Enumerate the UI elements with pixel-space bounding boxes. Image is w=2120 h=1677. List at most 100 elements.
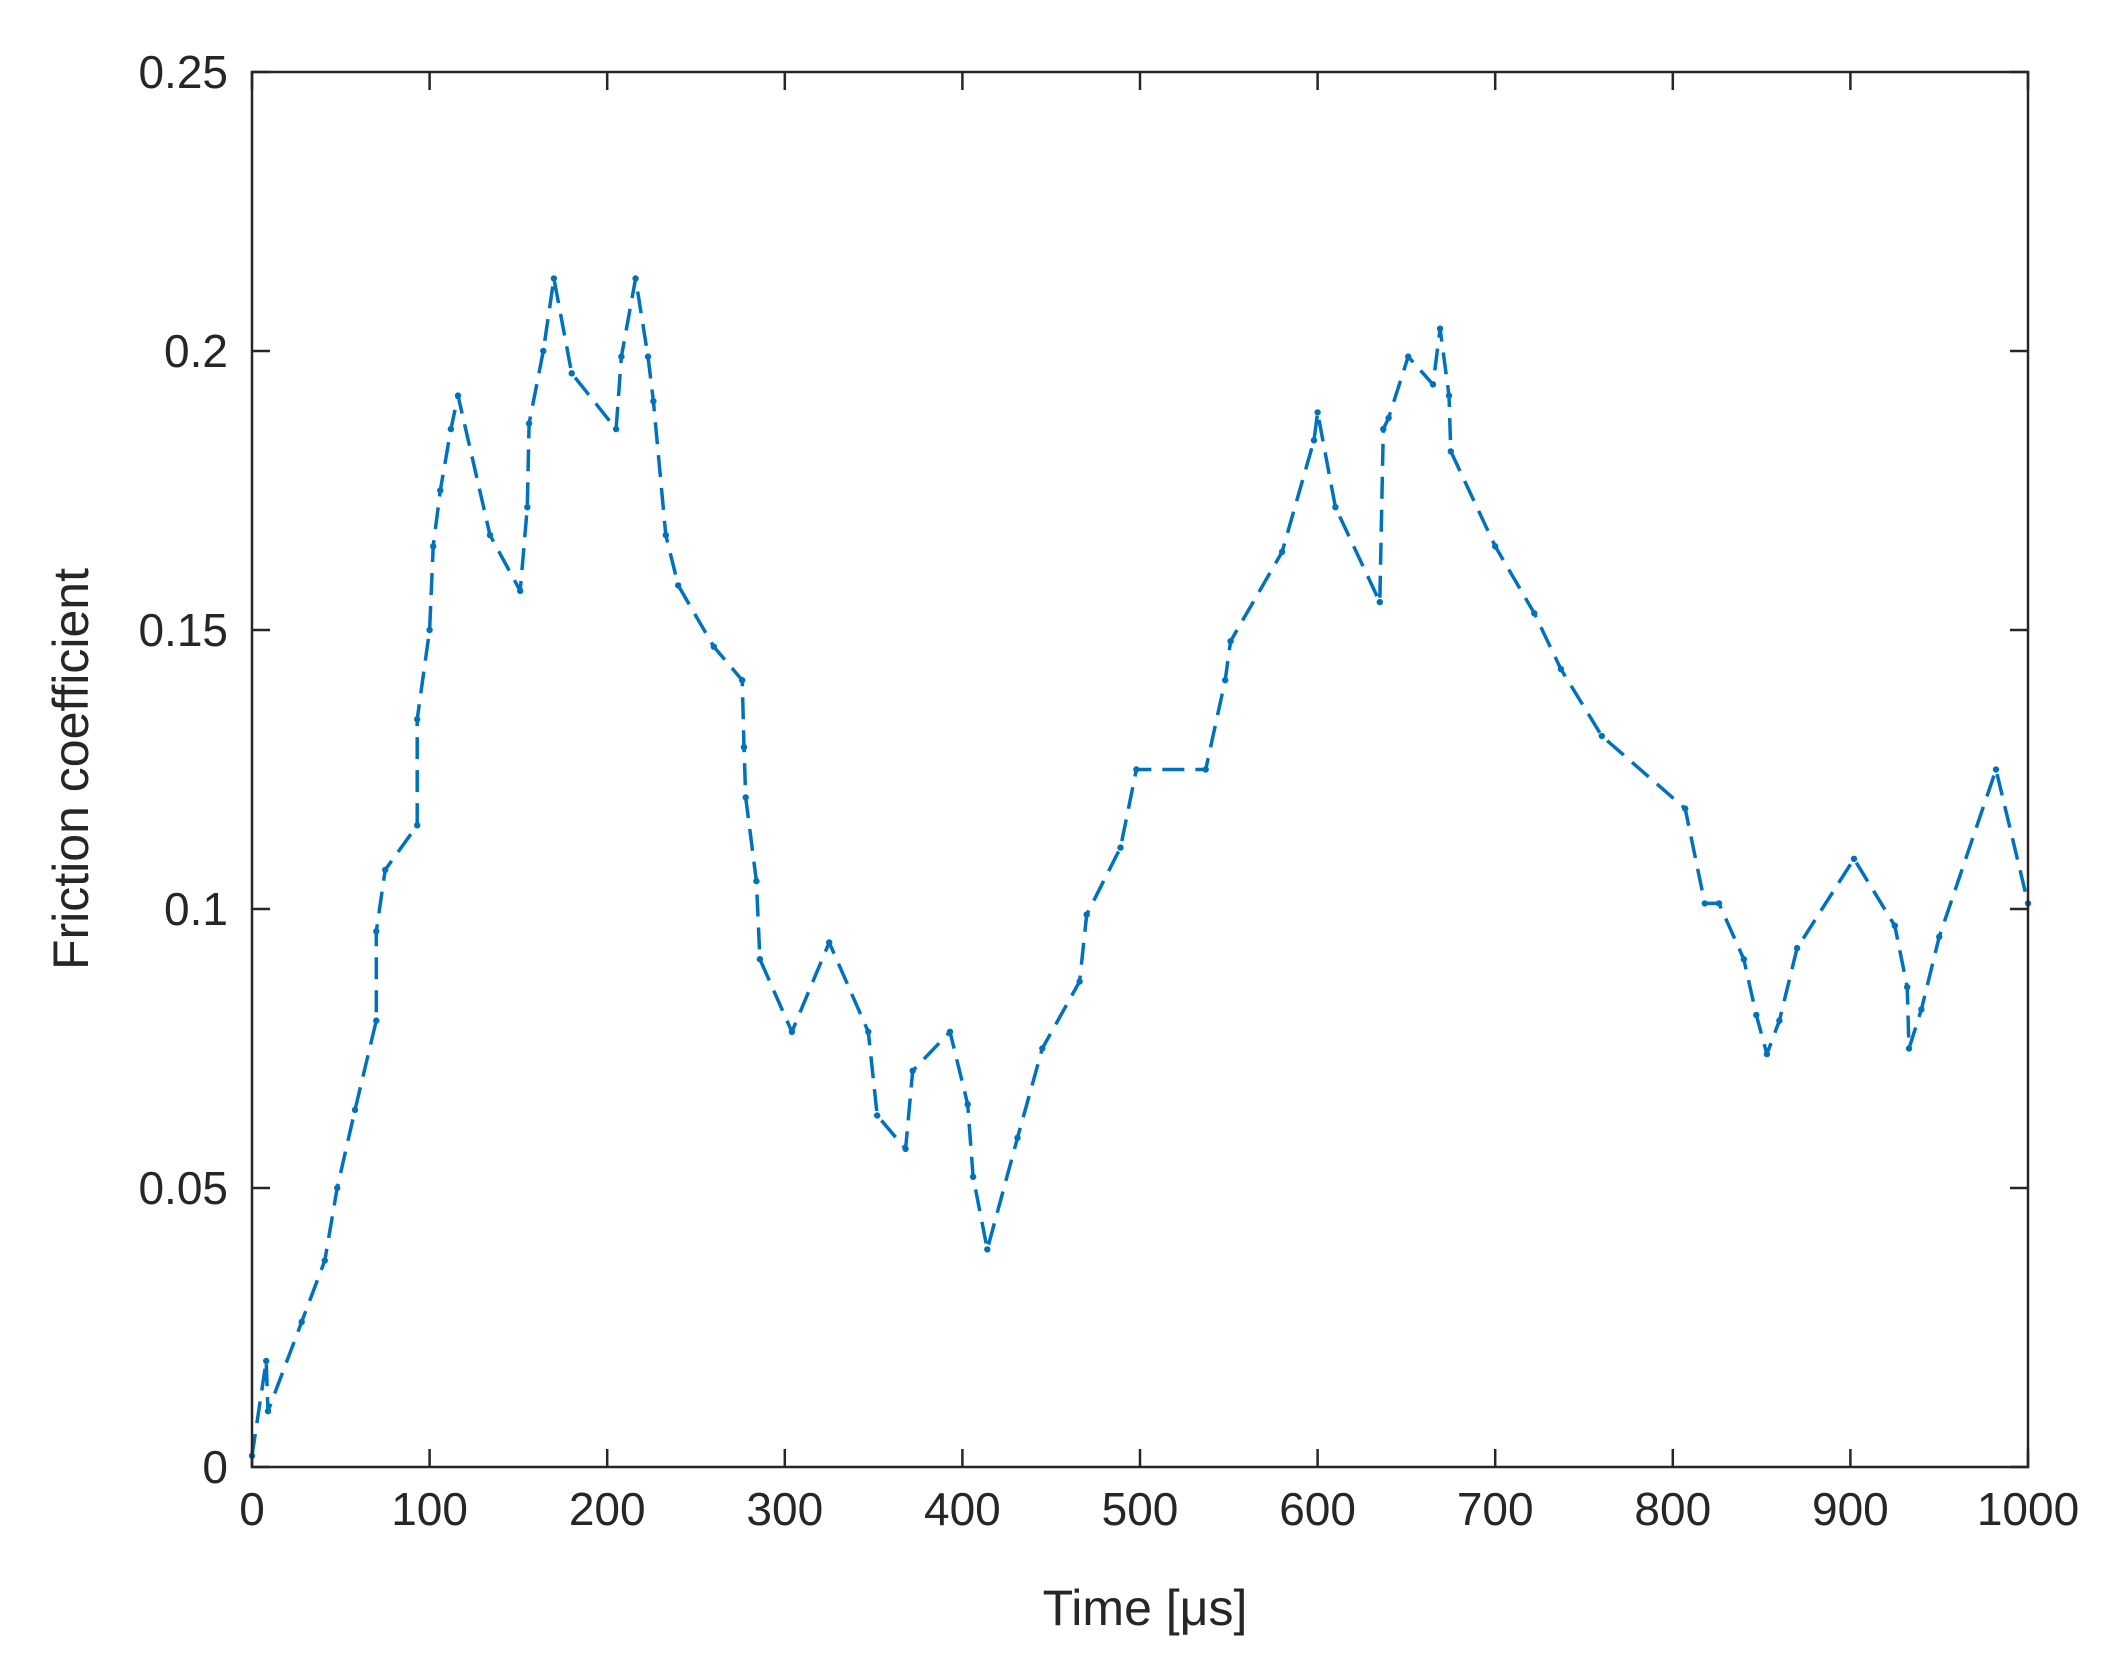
data-point	[486, 531, 494, 539]
data-point	[946, 1028, 954, 1036]
data-point	[1385, 414, 1392, 422]
y-tick-label: 0	[202, 1441, 228, 1493]
data-point	[1992, 766, 2000, 773]
data-point	[826, 939, 833, 946]
x-tick-label: 900	[1812, 1483, 1889, 1535]
data-point	[1763, 1050, 1771, 1058]
data-point	[788, 1028, 796, 1036]
data-point	[1014, 1134, 1021, 1142]
data-point	[351, 1106, 359, 1114]
data-point	[874, 1112, 881, 1119]
x-tick-label: 200	[569, 1483, 646, 1535]
data-point	[1918, 1006, 1925, 1013]
data-point	[710, 643, 717, 650]
data-point	[430, 543, 437, 550]
x-tick-label: 400	[924, 1483, 1001, 1535]
data-point	[1740, 956, 1748, 963]
data-point	[909, 1067, 916, 1075]
data-point	[517, 587, 524, 595]
data-point	[1314, 409, 1321, 416]
data-point	[1202, 766, 1209, 773]
data-point	[1891, 922, 1899, 929]
data-point	[373, 1017, 380, 1024]
data-point	[1445, 392, 1453, 399]
data-point	[321, 1257, 328, 1264]
data-point	[756, 956, 764, 963]
data-point	[662, 531, 669, 539]
data-point	[1429, 381, 1437, 388]
series-line	[250, 276, 2030, 1457]
data-point	[1310, 437, 1318, 444]
data-point	[1332, 504, 1339, 511]
data-point	[902, 1145, 909, 1153]
data-point	[865, 1028, 872, 1036]
x-tick-label: 600	[1279, 1483, 1356, 1535]
data-point	[334, 1184, 341, 1192]
data-point	[1227, 638, 1234, 645]
data-point	[264, 1408, 272, 1415]
data-point	[1076, 978, 1083, 985]
data-point	[1598, 732, 1606, 740]
y-tick-label: 0.05	[138, 1162, 228, 1214]
data-point	[1776, 1017, 1783, 1024]
data-point	[1133, 766, 1140, 773]
data-point	[1701, 900, 1709, 907]
data-point	[298, 1318, 305, 1326]
data-point	[524, 504, 531, 511]
data-point	[263, 1357, 270, 1365]
data-point	[1083, 911, 1090, 918]
data-point	[568, 370, 575, 377]
data-point	[618, 353, 625, 360]
data-point	[1376, 598, 1384, 606]
data-point	[540, 347, 547, 355]
data-point	[1557, 665, 1565, 673]
data-point	[1531, 610, 1538, 617]
data-point	[1682, 805, 1689, 812]
axis-ticks: 0 100 200 300 400 500 600 700 800 900 1000 0 0.05 0.1…	[138, 46, 2079, 1535]
x-tick-label: 300	[746, 1483, 823, 1535]
series-layer	[248, 275, 2032, 1460]
data-point	[1492, 543, 1499, 550]
data-point	[969, 1173, 977, 1181]
y-tick-label: 0.15	[138, 604, 228, 656]
data-point	[632, 275, 639, 282]
data-point	[1278, 548, 1286, 556]
data-point	[1436, 325, 1444, 332]
data-point	[426, 626, 433, 634]
data-point	[525, 420, 533, 427]
data-point	[742, 794, 749, 801]
data-point	[1039, 1045, 1046, 1052]
y-tick-label: 0.2	[164, 325, 228, 377]
data-point	[612, 425, 620, 433]
data-point	[675, 582, 682, 589]
data-point	[740, 744, 748, 751]
x-tick-label: 500	[1102, 1483, 1179, 1535]
x-tick-label: 800	[1634, 1483, 1711, 1535]
data-point	[437, 487, 444, 494]
data-point	[1715, 900, 1723, 907]
data-point	[1904, 983, 1911, 991]
x-tick-label: 700	[1457, 1483, 1534, 1535]
data-point	[1793, 944, 1801, 952]
data-point	[1753, 1011, 1760, 1019]
data-point	[373, 928, 380, 935]
y-tick-label: 0.25	[138, 46, 228, 98]
data-point	[1117, 844, 1124, 851]
data-point	[739, 677, 746, 684]
data-point	[753, 877, 760, 885]
data-point	[1850, 855, 1858, 862]
data-point	[1380, 425, 1387, 433]
data-point	[650, 398, 657, 405]
data-point	[414, 822, 421, 829]
data-point	[454, 392, 462, 399]
data-point	[550, 275, 558, 282]
data-point	[644, 353, 652, 360]
y-tick-label: 0.1	[164, 883, 228, 935]
data-point	[964, 1101, 971, 1108]
data-point	[447, 425, 455, 433]
data-point	[1405, 353, 1412, 360]
y-axis-label: Friction coefficient	[43, 568, 99, 970]
data-point	[984, 1246, 991, 1253]
